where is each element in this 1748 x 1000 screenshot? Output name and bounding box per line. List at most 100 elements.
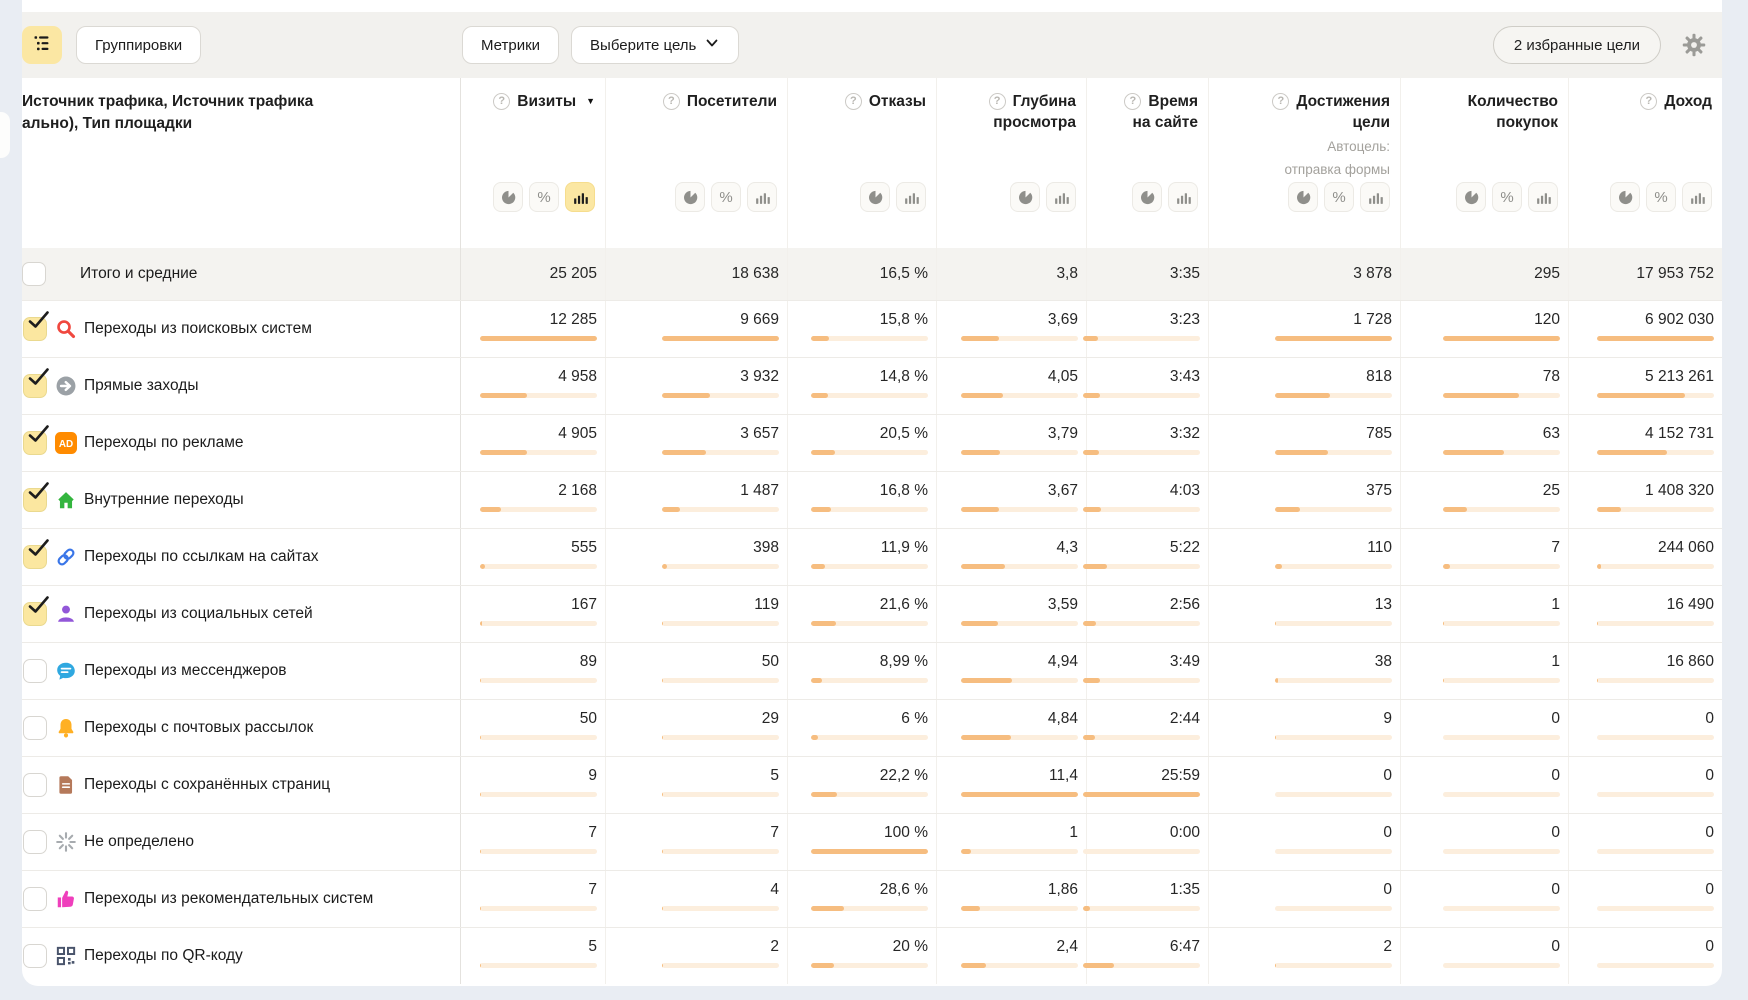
row-checkbox[interactable]: [23, 716, 47, 740]
metric-bar: [1275, 792, 1392, 797]
row-label[interactable]: Переходы из поисковых систем: [84, 320, 312, 337]
row-label[interactable]: Внутренние переходы: [84, 491, 244, 508]
bars-chart-toggle[interactable]: [747, 182, 777, 212]
row-checkbox[interactable]: [23, 944, 47, 968]
row-checkbox[interactable]: [23, 425, 49, 455]
pie-chart-toggle[interactable]: [1010, 182, 1040, 212]
metric-cell: 78: [1400, 358, 1568, 414]
metric-cell: 6:47: [1083, 928, 1208, 984]
row-label[interactable]: Переходы с сохранённых страниц: [84, 776, 331, 793]
row-label[interactable]: Прямые заходы: [84, 377, 199, 394]
row-checkbox[interactable]: [22, 262, 46, 286]
help-icon[interactable]: ?: [1272, 93, 1290, 110]
gear-icon[interactable]: [1681, 32, 1707, 58]
favorite-goals-button[interactable]: 2 избранные цели: [1492, 26, 1661, 64]
row-label[interactable]: Переходы по QR-коду: [84, 947, 243, 964]
row-checkbox[interactable]: [23, 830, 47, 854]
column-sort-header[interactable]: ? Отказы: [844, 91, 926, 112]
row-label[interactable]: Переходы с почтовых рассылок: [84, 719, 314, 736]
row-label[interactable]: Не определено: [84, 833, 195, 850]
pie-chart-toggle[interactable]: [1288, 182, 1318, 212]
metric-bar: [1083, 906, 1200, 911]
row-label[interactable]: Переходы из рекомендательных систем: [84, 890, 374, 907]
metric-bar: [1597, 621, 1714, 626]
row-label[interactable]: Переходы из мессенджеров: [84, 662, 287, 679]
metric-value: 0: [1705, 767, 1714, 784]
metric-bar: [1597, 678, 1714, 683]
metrics-button[interactable]: Метрики: [462, 26, 560, 64]
bars-chart-toggle[interactable]: [896, 182, 926, 212]
pie-chart-toggle[interactable]: [493, 182, 523, 212]
metric-bar: [1597, 963, 1714, 968]
metric-bar: [1597, 450, 1714, 455]
column-sort-header[interactable]: ? Достижения: [1272, 91, 1390, 112]
help-icon[interactable]: ?: [844, 93, 862, 110]
row-checkbox[interactable]: [23, 659, 47, 683]
metric-value: 4,84: [1047, 710, 1078, 727]
percent-chart-toggle[interactable]: %: [529, 182, 559, 212]
pie-chart-toggle[interactable]: [1456, 182, 1486, 212]
bars-chart-toggle[interactable]: [1046, 182, 1076, 212]
metric-cell: 110: [1208, 529, 1400, 585]
collapsed-panel-handle[interactable]: [0, 112, 10, 158]
bars-chart-toggle[interactable]: [1168, 182, 1198, 212]
pie-chart-toggle[interactable]: [1132, 182, 1162, 212]
chart-type-toggles: [1010, 182, 1076, 212]
choose-goal-button[interactable]: Выберите цель: [571, 26, 740, 64]
row-checkbox[interactable]: [23, 311, 49, 341]
column-label: Визиты: [517, 93, 577, 110]
metric-cell: 2: [605, 928, 787, 984]
dimension-header[interactable]: Источник трафика, Источник трафика ально…: [22, 93, 314, 132]
percent-chart-toggle[interactable]: %: [1492, 182, 1522, 212]
percent-chart-toggle[interactable]: %: [1324, 182, 1354, 212]
row-label[interactable]: Переходы по ссылкам на сайтах: [84, 548, 319, 565]
row-label[interactable]: Переходы по рекламе: [84, 434, 244, 451]
metric-bar: [1275, 393, 1392, 398]
column-sort-header[interactable]: ? Время: [1124, 91, 1198, 112]
metric-bar: [961, 621, 1078, 626]
bars-chart-toggle[interactable]: [1528, 182, 1558, 212]
row-checkbox[interactable]: [23, 539, 49, 569]
metric-cell: 1: [1400, 586, 1568, 642]
metric-value: 15,8 %: [879, 311, 928, 328]
metric-column-header: ? Время на сайте: [1086, 78, 1208, 248]
tree-view-button[interactable]: [22, 26, 62, 64]
help-icon[interactable]: ?: [493, 93, 511, 110]
row-checkbox[interactable]: [23, 596, 49, 626]
percent-chart-toggle[interactable]: %: [711, 182, 741, 212]
help-icon[interactable]: ?: [1124, 93, 1142, 110]
column-sort-header[interactable]: Количество: [1468, 91, 1558, 112]
metric-cell: 29: [605, 700, 787, 756]
column-sort-header[interactable]: ? Визиты ▼: [493, 91, 595, 112]
column-sort-header[interactable]: ? Глубина: [988, 91, 1076, 112]
table-row: Внутренние переходы 2 168 1 487 16,8 % 3,67 4…: [22, 471, 1722, 528]
metric-cell: 3,69: [936, 301, 1086, 357]
row-checkbox[interactable]: [23, 773, 47, 797]
pie-chart-toggle[interactable]: [1610, 182, 1640, 212]
metric-cell: 2:56: [1083, 586, 1208, 642]
help-icon[interactable]: ?: [662, 93, 680, 110]
metric-cell: 9: [1208, 700, 1400, 756]
pie-chart-toggle[interactable]: [860, 182, 890, 212]
metric-value: 89: [579, 653, 597, 670]
bars-chart-toggle[interactable]: [565, 182, 595, 212]
metric-value: 1: [1551, 596, 1560, 613]
row-checkbox[interactable]: [23, 887, 47, 911]
metric-cell: 5: [461, 928, 605, 984]
pie-chart-toggle[interactable]: [675, 182, 705, 212]
metric-value: 4 152 731: [1645, 425, 1714, 442]
row-checkbox[interactable]: [23, 368, 49, 398]
help-icon[interactable]: ?: [988, 93, 1006, 110]
metric-bar: [811, 450, 928, 455]
row-checkbox[interactable]: [23, 482, 49, 512]
column-sort-header[interactable]: ? Посетители: [662, 91, 777, 112]
help-icon[interactable]: ?: [1640, 93, 1658, 110]
percent-chart-toggle[interactable]: %: [1646, 182, 1676, 212]
column-sort-header[interactable]: ? Доход: [1640, 91, 1712, 112]
bars-chart-toggle[interactable]: [1682, 182, 1712, 212]
bars-chart-toggle[interactable]: [1360, 182, 1390, 212]
groupings-button[interactable]: Группировки: [76, 26, 202, 64]
metric-bar: [662, 678, 779, 683]
row-label[interactable]: Переходы из социальных сетей: [84, 605, 313, 622]
metric-value: 3,69: [1047, 311, 1078, 328]
